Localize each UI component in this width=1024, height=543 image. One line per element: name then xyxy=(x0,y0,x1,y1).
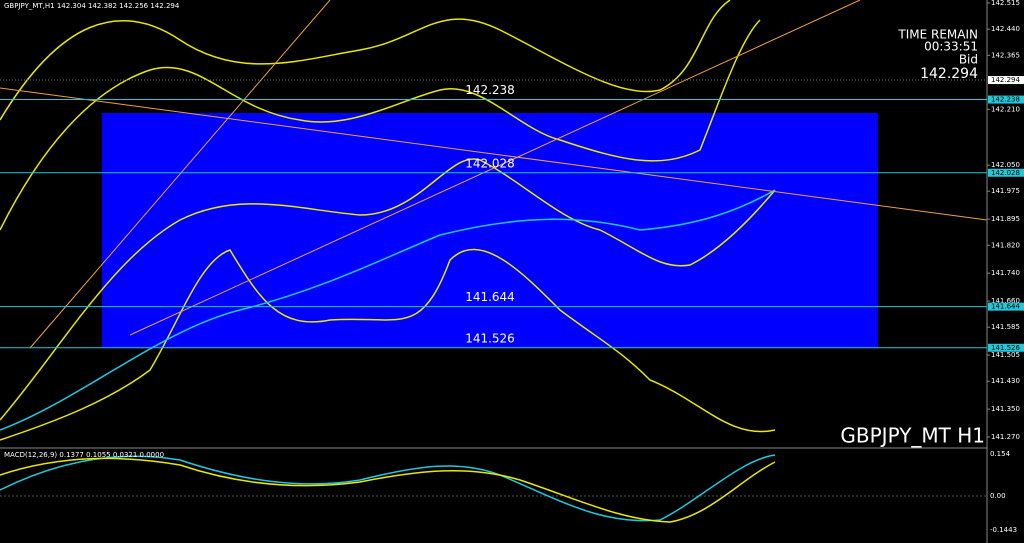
price-tick-label: 142.440 xyxy=(991,25,1020,33)
level-tag-label: 142.238 xyxy=(991,96,1020,104)
bid-value: 142.294 xyxy=(920,66,978,82)
trendline-up-2 xyxy=(129,0,861,336)
price-tick-label: 142.365 xyxy=(991,51,1020,59)
timer-label: TIME REMAIN xyxy=(897,28,978,42)
level-tag-label: 142.028 xyxy=(991,169,1020,177)
macd-axis-label: 0.154 xyxy=(990,450,1011,458)
macd-title: MACD(12,26,9) 0.1377 0.1055 0.0321 0.000… xyxy=(4,451,164,459)
price-tick-label: 141.895 xyxy=(991,215,1020,223)
level-label: 141.526 xyxy=(465,331,515,345)
symbol-label: GBPJPY_MT H1 xyxy=(840,424,985,448)
indicators xyxy=(0,0,988,441)
price-tick-label: 141.585 xyxy=(991,323,1020,331)
macd-lines xyxy=(0,454,776,523)
level-label: 141.644 xyxy=(465,290,515,304)
price-tick-label: 141.820 xyxy=(991,241,1020,249)
trendline-down xyxy=(0,87,988,221)
bid-tag xyxy=(988,76,1024,85)
price-tick-label: 142.210 xyxy=(991,105,1020,113)
level-tag xyxy=(988,343,1024,352)
level-tag xyxy=(988,168,1024,177)
level-tag-label: 141.644 xyxy=(991,303,1020,311)
price-tick-label: 141.350 xyxy=(991,405,1020,413)
level-label: 142.238 xyxy=(465,83,515,97)
level-tag xyxy=(988,302,1024,311)
lower-band xyxy=(0,248,776,441)
price-tick-label: 141.430 xyxy=(991,377,1020,385)
timer-value: 00:33:51 xyxy=(924,40,978,54)
header-title: GBPJPY_MT,H1 142.304 142.382 142.256 142… xyxy=(4,2,180,10)
price-tick-label: 141.270 xyxy=(991,433,1020,441)
lower-band-inner xyxy=(0,158,776,421)
upper-band xyxy=(0,0,731,121)
trendline-up xyxy=(29,0,331,349)
macd-axis-label: -0.1443 xyxy=(990,526,1017,534)
price-tick-label: 141.505 xyxy=(991,351,1020,359)
level-tag-label: 141.526 xyxy=(991,344,1020,352)
macd-axis-label: 0.00 xyxy=(990,492,1006,500)
signal-line xyxy=(0,457,776,523)
price-tick-label: 141.660 xyxy=(991,297,1020,305)
price-tick-label: 142.050 xyxy=(991,161,1020,169)
macd-line xyxy=(0,454,776,522)
level-label: 142.028 xyxy=(465,156,515,170)
level-tag xyxy=(988,95,1024,104)
price-tick-label: 141.975 xyxy=(991,187,1020,195)
bid-label: Bid xyxy=(959,53,978,67)
moving-average xyxy=(0,189,776,431)
price-tick-label: 141.740 xyxy=(991,269,1020,277)
mid-band xyxy=(0,19,761,231)
price-tick-label: 142.515 xyxy=(991,0,1020,7)
range-box xyxy=(102,113,878,348)
bid-tag-label: 142.294 xyxy=(991,76,1020,84)
